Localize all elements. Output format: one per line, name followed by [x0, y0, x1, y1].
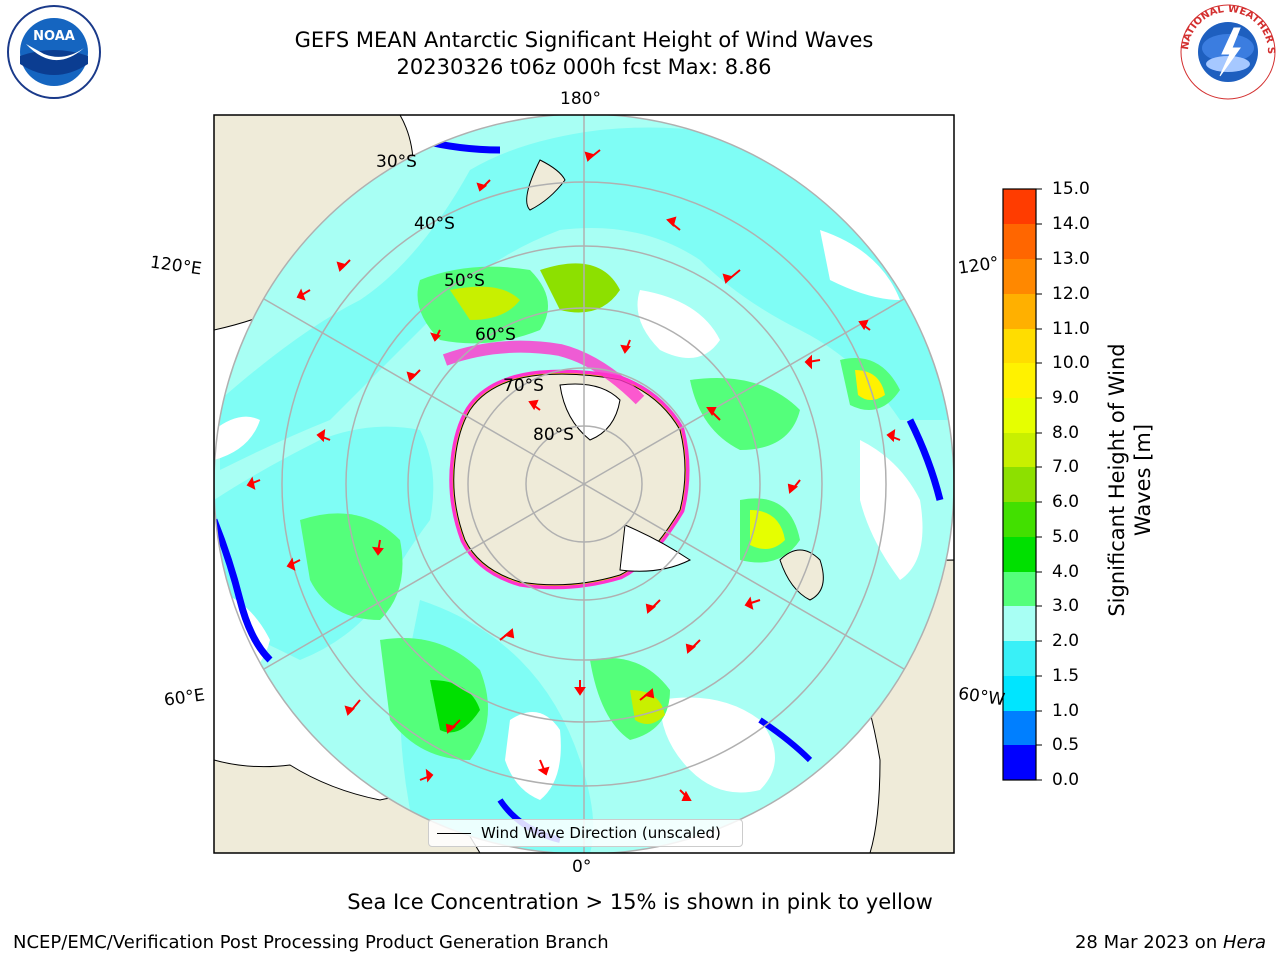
colorbar-tick: 2.0: [1052, 631, 1080, 651]
colorbar-tick: 14.0: [1052, 214, 1090, 234]
lat-label-30s: 30°S: [376, 152, 417, 172]
lat-label-40s: 40°S: [414, 214, 455, 234]
lon-label-180: 180°: [560, 89, 601, 109]
noaa-logo: NOAA: [7, 5, 101, 99]
sea-ice-note: Sea Ice Concentration > 15% is shown in …: [347, 890, 933, 914]
nws-logo: NATIONAL WEATHER SERVICE: [1178, 4, 1276, 100]
colorbar: [1003, 189, 1036, 780]
colorbar-tick: 4.0: [1052, 562, 1080, 582]
colorbar-tick: 1.5: [1052, 666, 1080, 686]
colorbar-tick: 9.0: [1052, 388, 1080, 408]
lat-label-70s: 70°S: [503, 376, 544, 396]
legend-line-swatch: [437, 832, 471, 834]
credit-branch: NCEP/EMC/Verification Post Processing Pr…: [13, 932, 609, 953]
svg-text:NOAA: NOAA: [33, 29, 75, 44]
colorbar-tick: 5.0: [1052, 527, 1080, 547]
credit-date: 28 Mar 2023 on Hera: [1075, 932, 1266, 953]
lat-label-50s: 50°S: [444, 271, 485, 291]
colorbar-tick: 15.0: [1052, 179, 1090, 199]
chart-title: GEFS MEAN Antarctic Significant Height o…: [294, 28, 874, 52]
colorbar-tick: 0.5: [1052, 735, 1080, 755]
map-legend: Wind Wave Direction (unscaled): [428, 819, 743, 847]
colorbar-tick: 7.0: [1052, 457, 1080, 477]
lat-label-80s: 80°S: [533, 425, 574, 445]
colorbar-tick: 11.0: [1052, 319, 1090, 339]
lon-label-0: 0°: [572, 857, 592, 877]
legend-label: Wind Wave Direction (unscaled): [481, 824, 721, 842]
chart-subtitle: 20230326 t06z 000h fcst Max: 8.86: [396, 55, 772, 79]
colorbar-label: Significant Height of Wind Waves [m]: [1105, 343, 1155, 617]
colorbar-tick: 10.0: [1052, 353, 1090, 373]
colorbar-tick: 12.0: [1052, 284, 1090, 304]
credit-machine: Hera: [1222, 932, 1266, 953]
colorbar-label-wrap: Significant Height of Wind Waves [m]: [1104, 343, 1155, 616]
colorbar-tick: 1.0: [1052, 701, 1080, 721]
lat-label-60s: 60°S: [475, 325, 516, 345]
colorbar-tick: 0.0: [1052, 770, 1080, 790]
colorbar-tick: 8.0: [1052, 423, 1080, 443]
colorbar-tick: 6.0: [1052, 492, 1080, 512]
colorbar-tick: 3.0: [1052, 596, 1080, 616]
credit-date-text: 28 Mar 2023 on: [1074, 932, 1223, 953]
colorbar-tick: 13.0: [1052, 249, 1090, 269]
